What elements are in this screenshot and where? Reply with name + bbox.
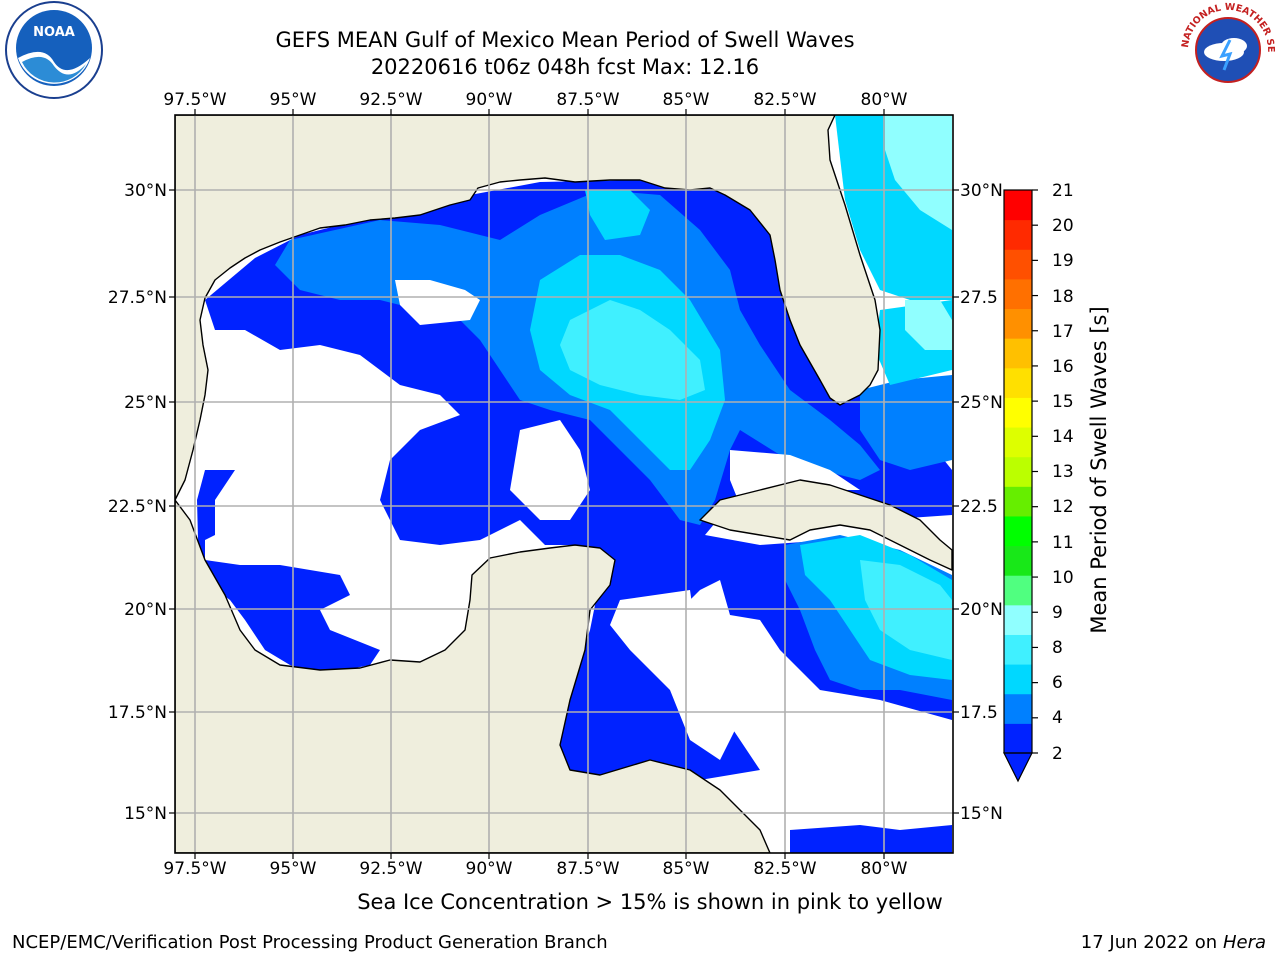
lat-label-left: 15°N <box>124 804 167 824</box>
colorbar-label: Mean Period of Swell Waves [s] <box>1087 306 1111 633</box>
swell-gap-bay-campeche <box>610 590 740 760</box>
lon-label-top: 87.5°W <box>556 90 619 110</box>
colorbar-tick: 15 <box>1052 392 1074 412</box>
swell-gap-central <box>510 420 590 520</box>
lat-label-right: 17.5 <box>960 703 998 723</box>
lat-label-right: 20°N <box>960 600 1003 620</box>
lat-label-right: 27.5 <box>960 288 998 308</box>
lat-label-left: 27.5°N <box>108 288 167 308</box>
colorbar-tick: 21 <box>1052 181 1074 201</box>
colorbar-cell <box>1004 515 1032 547</box>
credit-text: NCEP/EMC/Verification Post Processing Pr… <box>12 932 608 953</box>
colorbar-cell <box>1004 308 1032 339</box>
lon-label-bottom: 92.5°W <box>359 859 422 879</box>
colorbar-tick: 6 <box>1052 673 1063 693</box>
lon-label-top: 97.5°W <box>163 90 226 110</box>
lat-label-right: 22.5 <box>960 497 998 517</box>
lon-label-bottom: 85°W <box>663 859 710 879</box>
colorbar-cell <box>1004 190 1032 221</box>
colorbar-cell <box>1004 367 1032 398</box>
colorbar-extend-arrow <box>1003 752 1033 783</box>
land-cuba <box>699 479 953 571</box>
colorbar-cell <box>1004 249 1032 280</box>
colorbar-cell <box>1004 545 1032 576</box>
machine-name: Hera <box>1222 932 1266 953</box>
grid-lines <box>175 115 953 853</box>
land-mexico-yucatan <box>175 499 771 853</box>
swell-band-9-10s-keys <box>905 300 952 350</box>
sea-ice-note: Sea Ice Concentration > 15% is shown in … <box>357 890 943 914</box>
colorbar-cell <box>1004 664 1032 695</box>
axis-ticks <box>169 109 959 859</box>
lon-label-bottom: 87.5°W <box>556 859 619 879</box>
lon-label-bottom: 97.5°W <box>163 859 226 879</box>
swell-band-8-9s <box>560 300 705 400</box>
run-date-text: 17 Jun 2022 on Hera <box>1081 932 1266 953</box>
lat-label-left: 25°N <box>124 393 167 413</box>
colorbar-tick: 11 <box>1052 533 1074 553</box>
colorbar-cell <box>1004 397 1032 428</box>
lon-label-top: 80°W <box>861 90 908 110</box>
lon-label-top: 95°W <box>270 90 317 110</box>
colorbar-tick: 14 <box>1052 427 1074 447</box>
lon-label-bottom: 80°W <box>861 859 908 879</box>
colorbar-tick: 17 <box>1052 322 1074 342</box>
colorbar-cell <box>1004 486 1032 517</box>
nws-logo: NATIONAL WEATHER SERVICE <box>1176 0 1276 98</box>
colorbar-cell <box>1004 575 1032 606</box>
land-us-gulf-coast <box>175 115 881 501</box>
lon-label-bottom: 90°W <box>466 859 513 879</box>
noaa-logo-text: NOAA <box>33 25 75 40</box>
noaa-logo: NOAA <box>5 1 103 99</box>
colorbar-tick: 16 <box>1052 357 1074 377</box>
swell-band-9-10s <box>885 115 952 230</box>
lat-label-left: 22.5°N <box>108 497 167 517</box>
lat-label-right: 15°N <box>960 804 1003 824</box>
colorbar-tick: 8 <box>1052 638 1063 658</box>
map-title: GEFS MEAN Gulf of Mexico Mean Period of … <box>275 28 855 52</box>
lon-label-top: 82.5°W <box>753 90 816 110</box>
colorbar-tick: 9 <box>1052 603 1063 623</box>
swell-band-2-4s-south <box>790 825 952 853</box>
lon-label-bottom: 82.5°W <box>753 859 816 879</box>
colorbar-cell <box>1004 723 1032 754</box>
land-masses <box>175 115 953 853</box>
lon-label-top: 90°W <box>466 90 513 110</box>
colorbar-cell <box>1004 338 1032 369</box>
lat-label-left: 20°N <box>124 600 167 620</box>
run-date: 17 Jun 2022 on <box>1080 932 1218 953</box>
lat-label-right: 30°N <box>960 181 1003 201</box>
colorbar-cell <box>1004 278 1032 310</box>
lon-label-top: 92.5°W <box>359 90 422 110</box>
swell-band-8-9s-caribbean <box>860 560 952 660</box>
colorbar-cell <box>1004 427 1032 458</box>
colorbar-tick: 12 <box>1052 497 1074 517</box>
forecast-subtitle: 20220616 t06z 048h fcst Max: 12.16 <box>370 55 760 79</box>
colorbar-tick: 10 <box>1052 568 1074 588</box>
swell-band-6-8s-north <box>585 190 650 240</box>
map-frame <box>174 114 954 854</box>
colorbar-cell <box>1004 604 1032 635</box>
colorbar-cell <box>1004 219 1032 250</box>
colorbar-cell <box>1004 634 1032 665</box>
lat-label-left: 30°N <box>124 181 167 201</box>
swell-band-2-4s-west <box>197 470 380 675</box>
lat-label-left: 17.5°N <box>108 703 167 723</box>
lon-label-bottom: 95°W <box>270 859 317 879</box>
colorbar-tick: 2 <box>1052 744 1063 764</box>
swell-band-4-6s-east <box>860 375 952 470</box>
colorbar-tick: 13 <box>1052 462 1074 482</box>
swell-gap-north <box>395 280 480 325</box>
colorbar-cell <box>1004 693 1032 724</box>
colorbar <box>1003 189 1038 783</box>
colorbar-tick: 19 <box>1052 251 1074 271</box>
lon-label-top: 85°W <box>663 90 710 110</box>
lat-label-right: 25°N <box>960 393 1003 413</box>
colorbar-tick: 20 <box>1052 216 1074 236</box>
colorbar-cell <box>1004 456 1032 487</box>
colorbar-tick: 18 <box>1052 287 1074 307</box>
colorbar-tick: 4 <box>1052 708 1063 728</box>
